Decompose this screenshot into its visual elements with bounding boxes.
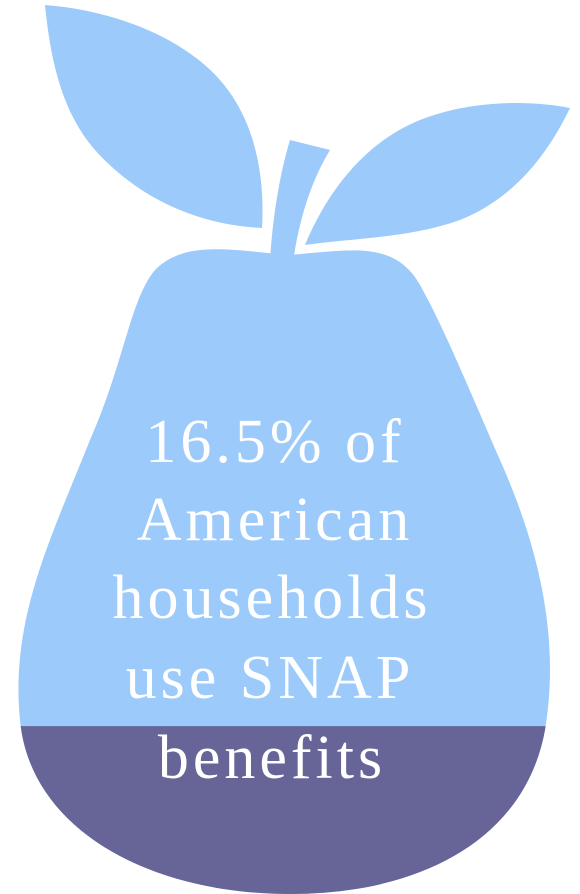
stem-icon: [270, 140, 330, 262]
right-leaf-icon: [305, 103, 570, 245]
stat-line-2: American: [137, 486, 413, 554]
stat-line-5: benefits: [158, 724, 386, 792]
stat-line-1: 16.5% of: [145, 408, 404, 476]
left-leaf-icon: [45, 5, 263, 228]
stat-line-4: use SNAP: [126, 644, 415, 712]
stat-line-3: households: [113, 564, 432, 632]
